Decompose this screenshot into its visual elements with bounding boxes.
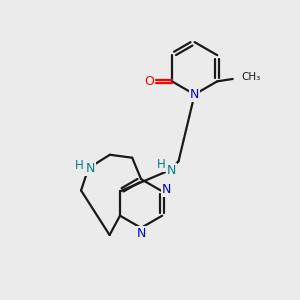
Text: N: N (85, 162, 94, 175)
Text: H: H (75, 159, 83, 172)
Text: N: N (162, 183, 171, 196)
Text: O: O (144, 75, 154, 88)
Text: N: N (137, 227, 146, 240)
Text: CH₃: CH₃ (242, 73, 261, 82)
Text: H: H (157, 158, 166, 171)
Text: N: N (190, 88, 199, 101)
Text: N: N (167, 164, 176, 177)
